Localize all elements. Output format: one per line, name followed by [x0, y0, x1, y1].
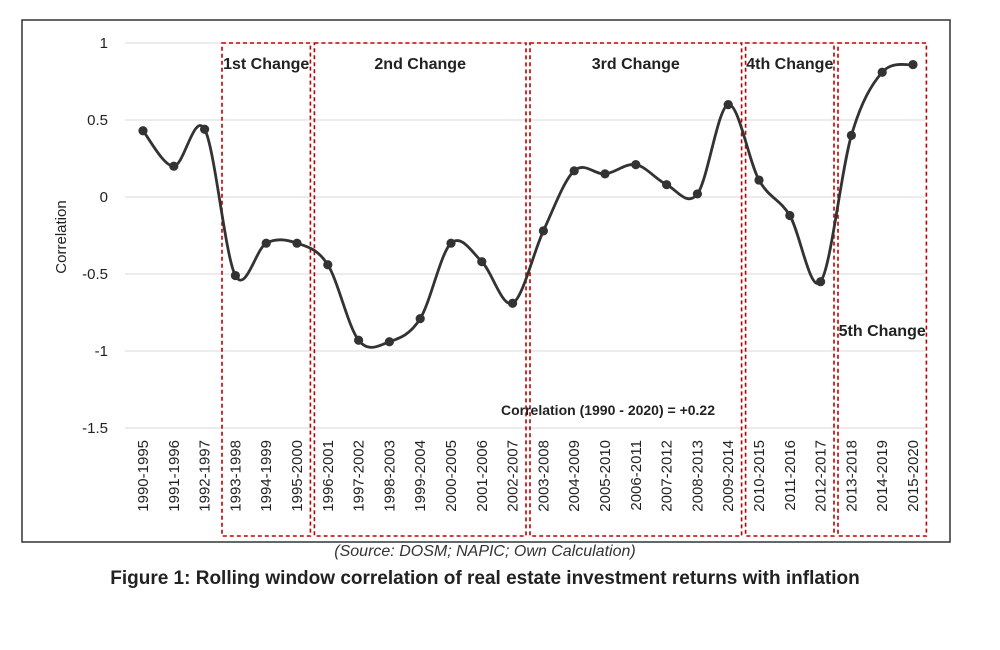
change-period-label: 3rd Change — [592, 56, 680, 73]
y-tick-label: 0.5 — [87, 112, 108, 129]
data-point — [877, 67, 887, 77]
x-tick-label: 2000-2005 — [443, 440, 460, 512]
x-tick-label: 1991-1996 — [166, 440, 183, 512]
x-tick-label: 1994-1999 — [258, 440, 275, 512]
y-tick-label: -1.5 — [82, 420, 108, 437]
x-tick-label: 2015-2020 — [905, 440, 922, 512]
x-tick-label: 2008-2013 — [689, 440, 706, 512]
data-point — [908, 59, 918, 70]
source-note: (Source: DOSM; NAPIC; Own Calculation) — [334, 543, 636, 560]
data-point — [692, 189, 703, 199]
data-point — [846, 130, 857, 140]
data-points — [138, 59, 918, 347]
data-point — [477, 257, 487, 267]
data-point — [415, 314, 425, 324]
change-period-box — [221, 42, 312, 537]
x-tick-label: 2013-2018 — [843, 440, 860, 512]
y-tick-label: 0 — [100, 189, 108, 206]
data-point — [292, 238, 302, 248]
data-point — [323, 260, 333, 270]
y-tick-label: -0.5 — [82, 266, 108, 283]
data-point — [631, 160, 641, 170]
correlation-line-chart: 1 0.5 0 -0.5 -1 -1.5 Correlation 1st Change 2n… — [21, 19, 951, 543]
x-axis-ticks: 1990-1995 1991-1996 1992-1997 1993-1998 1994… — [135, 440, 922, 512]
y-axis-label: Correlation — [53, 200, 70, 273]
data-point — [384, 337, 394, 347]
x-tick-label: 2011-2016 — [782, 440, 799, 511]
data-point — [600, 169, 610, 179]
data-point — [230, 270, 240, 281]
overall-correlation-annotation: Correlation (1990 - 2020) = +0.22 — [501, 402, 715, 418]
x-tick-label: 1997-2002 — [351, 440, 368, 512]
change-period-box — [837, 42, 928, 537]
x-tick-label: 1992-1997 — [197, 440, 214, 512]
data-point — [662, 180, 672, 190]
x-tick-label: 2002-2007 — [505, 440, 522, 512]
change-period-label: 1st Change — [223, 56, 309, 73]
change-period-label: 5th Change — [839, 323, 926, 340]
x-tick-label: 2004-2009 — [566, 440, 583, 512]
data-point — [200, 124, 210, 134]
x-tick-label: 1995-2000 — [289, 440, 306, 512]
x-tick-label: 2007-2012 — [659, 440, 676, 512]
change-period-label: 2nd Change — [374, 56, 466, 73]
data-point — [169, 161, 179, 171]
y-tick-label: 1 — [100, 35, 108, 52]
figure-caption: Figure 1: Rolling window correlation of … — [110, 568, 860, 589]
change-period-box — [744, 42, 835, 537]
data-point — [754, 175, 764, 185]
y-axis-ticks: 1 0.5 0 -0.5 -1 -1.5 — [82, 35, 108, 437]
change-period-boxes: 1st Change 2nd Change 3rd Change 4th Change… — [221, 42, 928, 537]
x-tick-label: 1990-1995 — [135, 440, 152, 512]
x-tick-label: 1993-1998 — [227, 440, 244, 512]
data-point — [569, 166, 579, 176]
data-point — [816, 277, 826, 287]
y-tick-label: -1 — [95, 343, 108, 360]
data-point — [138, 126, 148, 136]
x-tick-label: 2010-2015 — [751, 440, 768, 512]
change-period-box — [529, 42, 743, 537]
x-tick-label: 2001-2006 — [474, 440, 491, 512]
change-period-box — [313, 42, 527, 537]
x-tick-label: 2009-2014 — [720, 440, 737, 512]
x-tick-label: 2014-2019 — [874, 440, 891, 512]
x-tick-label: 2003-2008 — [535, 440, 552, 512]
data-point — [507, 298, 518, 308]
x-tick-label: 2005-2010 — [597, 440, 614, 512]
data-point — [538, 226, 549, 236]
x-tick-label: 2012-2017 — [813, 440, 830, 512]
data-point — [354, 335, 364, 345]
data-point — [723, 100, 733, 110]
data-point — [261, 238, 271, 248]
data-point — [446, 238, 456, 248]
change-period-label: 4th Change — [746, 56, 833, 73]
data-point — [785, 210, 795, 221]
x-tick-label: 1998-2003 — [381, 440, 398, 512]
x-tick-label: 2006-2011 — [628, 440, 645, 511]
x-tick-label: 1996-2001 — [320, 440, 337, 512]
x-tick-label: 1999-2004 — [412, 440, 429, 512]
chart-border — [21, 19, 951, 543]
